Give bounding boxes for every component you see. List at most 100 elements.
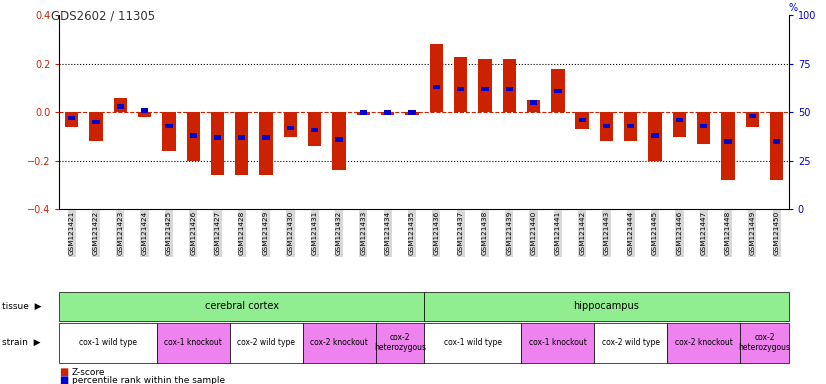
Text: cox-1 wild type: cox-1 wild type (444, 338, 501, 347)
Text: GSM121442: GSM121442 (579, 211, 585, 255)
Bar (724, 139, 732, 144)
Bar (214, 135, 221, 140)
Bar (697, 113, 710, 144)
Text: GSM121432: GSM121432 (336, 211, 342, 255)
Bar (68, 116, 75, 120)
Bar (259, 113, 273, 175)
Text: strain  ▶: strain ▶ (2, 338, 40, 347)
Bar (187, 113, 200, 161)
Bar (162, 113, 176, 151)
Text: cox-2 knockout: cox-2 knockout (310, 338, 368, 347)
Bar (116, 104, 124, 109)
Bar (721, 113, 735, 180)
Bar (652, 133, 659, 138)
Bar (235, 113, 249, 175)
Bar (603, 124, 610, 128)
Text: cox-1 wild type: cox-1 wild type (79, 338, 137, 347)
Text: GSM121436: GSM121436 (434, 211, 439, 255)
Text: GDS2602 / 11305: GDS2602 / 11305 (51, 10, 155, 23)
Bar (554, 89, 562, 93)
Text: GSM121428: GSM121428 (239, 211, 244, 255)
Bar (627, 124, 634, 128)
Text: GSM121440: GSM121440 (530, 211, 537, 255)
Bar (308, 113, 321, 146)
Text: GSM121423: GSM121423 (117, 211, 123, 255)
Bar (238, 135, 245, 140)
Bar (381, 113, 394, 115)
Bar (211, 113, 224, 175)
Text: cox-2 wild type: cox-2 wild type (237, 338, 295, 347)
Text: GSM121433: GSM121433 (360, 211, 367, 255)
Text: GSM121450: GSM121450 (774, 211, 780, 255)
Bar (433, 85, 440, 89)
Text: GSM121448: GSM121448 (725, 211, 731, 255)
Bar (527, 100, 540, 113)
Text: GSM121424: GSM121424 (141, 211, 148, 255)
Text: GSM121446: GSM121446 (676, 211, 682, 255)
Text: cox-2
heterozygous: cox-2 heterozygous (374, 333, 426, 353)
Bar (384, 110, 392, 114)
Text: GSM121445: GSM121445 (652, 211, 658, 255)
Bar (600, 113, 613, 141)
Text: GSM121426: GSM121426 (190, 211, 197, 255)
Bar (165, 124, 173, 128)
Bar (359, 110, 367, 114)
Text: Z-score: Z-score (72, 368, 106, 377)
Bar (65, 113, 78, 127)
Bar (746, 113, 759, 127)
Bar (482, 87, 489, 91)
Text: GSM121425: GSM121425 (166, 211, 172, 255)
Bar (287, 126, 294, 130)
Bar (672, 113, 686, 137)
Bar (406, 113, 419, 115)
Bar (189, 133, 197, 138)
Bar (89, 113, 102, 141)
Bar (676, 118, 683, 122)
Text: cox-2
heterozygous: cox-2 heterozygous (738, 333, 790, 353)
Text: hippocampus: hippocampus (573, 301, 639, 311)
Text: GSM121444: GSM121444 (628, 211, 634, 255)
Bar (430, 45, 443, 113)
Bar (454, 56, 468, 113)
Bar (408, 110, 415, 114)
Text: GSM121427: GSM121427 (215, 211, 221, 255)
Text: tissue  ▶: tissue ▶ (2, 302, 41, 311)
Text: GSM121447: GSM121447 (700, 211, 707, 255)
Text: cox-2 knockout: cox-2 knockout (675, 338, 733, 347)
Text: GSM121443: GSM121443 (604, 211, 610, 255)
Text: GSM121449: GSM121449 (749, 211, 755, 255)
Bar (93, 120, 100, 124)
Text: GSM121441: GSM121441 (555, 211, 561, 255)
Text: cox-1 knockout: cox-1 knockout (164, 338, 222, 347)
Bar (284, 113, 297, 137)
Bar (770, 113, 783, 180)
Bar (624, 113, 638, 141)
Bar (529, 101, 537, 105)
Bar (478, 59, 491, 113)
Text: percentile rank within the sample: percentile rank within the sample (72, 376, 225, 384)
Bar (457, 87, 464, 91)
Bar (506, 87, 513, 91)
Bar (357, 113, 370, 115)
Bar (335, 137, 343, 142)
Text: GSM121439: GSM121439 (506, 211, 512, 255)
Text: cox-2 wild type: cox-2 wild type (602, 338, 660, 347)
Text: cerebral cortex: cerebral cortex (205, 301, 279, 311)
Bar (576, 113, 589, 129)
Bar (263, 135, 270, 140)
Bar (332, 113, 346, 170)
Bar (113, 98, 127, 113)
Text: %: % (789, 3, 798, 13)
Text: GSM121434: GSM121434 (385, 211, 391, 255)
Text: GSM121431: GSM121431 (311, 211, 318, 255)
Bar (648, 113, 662, 161)
Bar (311, 127, 319, 132)
Bar (773, 139, 781, 144)
Bar (141, 108, 148, 113)
Text: cox-1 knockout: cox-1 knockout (529, 338, 586, 347)
Text: GSM121435: GSM121435 (409, 211, 415, 255)
Bar (502, 59, 516, 113)
Bar (748, 114, 756, 118)
Bar (138, 113, 151, 117)
Text: GSM121421: GSM121421 (69, 211, 74, 255)
